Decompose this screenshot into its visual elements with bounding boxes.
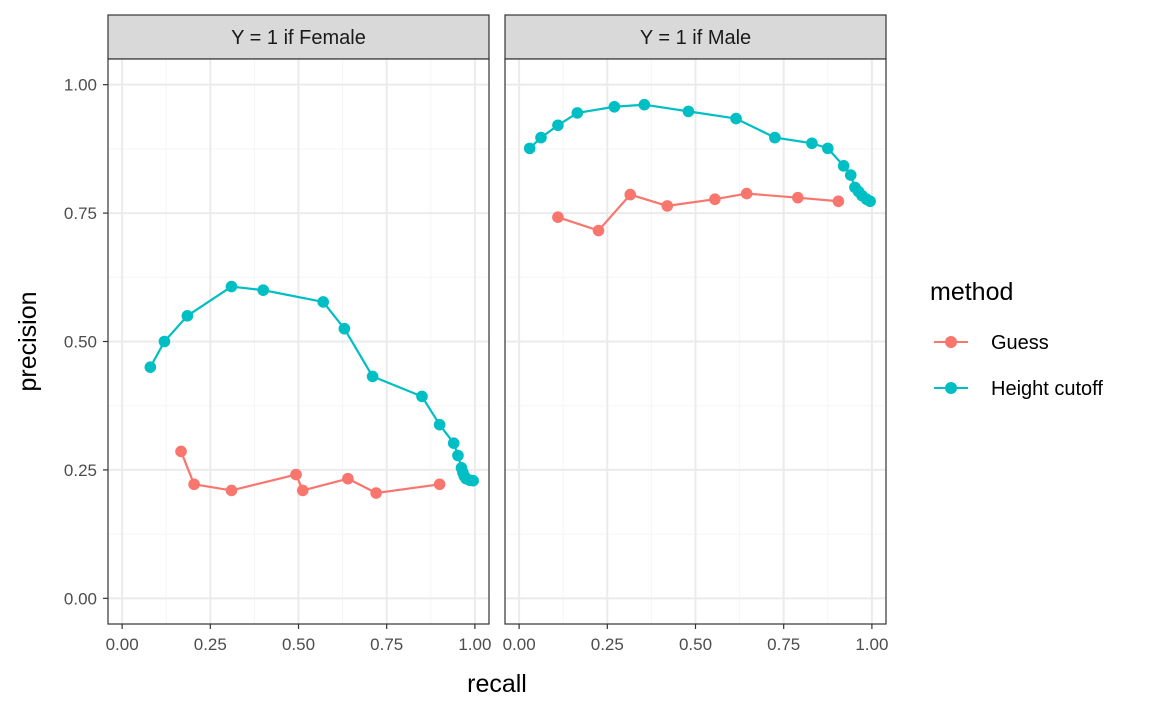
legend-key-point	[945, 382, 957, 394]
strip-background	[504, 14, 887, 60]
data-point	[682, 105, 695, 118]
series-line-guess	[557, 192, 839, 232]
data-point	[624, 188, 637, 201]
data-point	[290, 468, 302, 481]
data-point	[571, 107, 584, 119]
legend-label: Guess	[991, 332, 1049, 354]
data-point	[433, 478, 446, 491]
y-tick-label: 0.75	[64, 204, 97, 223]
y-tick-label: 0.00	[64, 589, 97, 608]
grid-lines	[505, 59, 886, 624]
data-point	[366, 370, 379, 383]
data-point	[370, 487, 382, 499]
x-tick-label: 0.25	[591, 635, 624, 654]
panel-female: Y = 1 if Female	[107, 14, 490, 625]
data-point	[523, 142, 536, 155]
data-point	[447, 437, 460, 450]
data-point	[806, 137, 818, 150]
y-tick-label: 0.50	[64, 333, 97, 352]
x-tick-label: 1.00	[855, 635, 888, 654]
y-tick-label: 1.00	[64, 76, 97, 95]
data-point	[730, 112, 742, 125]
legend: method Guess Height cutoff	[930, 278, 1103, 400]
legend-item-height-cutoff: Height cutoff	[934, 378, 1103, 400]
data-point	[175, 445, 187, 458]
series-layer	[523, 98, 876, 237]
x-tick-label: 0.75	[767, 635, 800, 654]
data-point	[296, 484, 309, 497]
series-layer	[144, 280, 479, 499]
x-axis-female: 0.00 0.25 0.50 0.75 1.00	[106, 624, 491, 654]
data-point	[552, 211, 564, 223]
x-axis-title: recall	[467, 670, 527, 698]
data-point	[709, 193, 721, 206]
y-tick-label: 0.25	[64, 461, 97, 480]
x-tick-label: 0.00	[503, 635, 536, 654]
strip-background	[107, 14, 490, 60]
data-point	[452, 449, 464, 462]
data-point	[638, 98, 651, 111]
y-axis-title: precision	[14, 291, 42, 391]
data-point	[317, 296, 329, 308]
data-point	[257, 284, 270, 296]
data-point	[158, 335, 171, 348]
legend-item-guess: Guess	[934, 332, 1049, 354]
data-point	[416, 390, 428, 403]
data-point	[608, 100, 621, 113]
legend-title: method	[930, 278, 1013, 306]
y-axis: 0.00 0.25 0.50 0.75 1.00	[64, 76, 108, 608]
legend-key-point	[945, 336, 957, 348]
data-point	[661, 200, 674, 212]
strip-label: Y = 1 if Female	[231, 27, 366, 49]
x-tick-label: 0.25	[194, 635, 227, 654]
data-point	[592, 224, 605, 237]
strip-label: Y = 1 if Male	[640, 27, 751, 49]
data-point	[792, 191, 804, 204]
x-tick-label: 0.50	[282, 635, 315, 654]
data-point	[188, 478, 200, 491]
data-point	[535, 131, 547, 144]
data-point	[821, 142, 834, 155]
x-tick-label: 1.00	[458, 635, 491, 654]
data-point	[832, 195, 845, 208]
data-point	[740, 187, 753, 200]
panel-male: Y = 1 if Male	[504, 14, 887, 625]
data-point	[844, 169, 857, 181]
data-point	[864, 195, 876, 208]
data-point	[769, 131, 781, 144]
data-point	[225, 280, 238, 293]
data-point	[467, 474, 479, 487]
data-point	[433, 418, 446, 431]
data-point	[144, 361, 157, 373]
data-point	[342, 472, 354, 485]
x-tick-label: 0.50	[679, 635, 712, 654]
x-tick-label: 0.75	[370, 635, 403, 654]
data-point	[181, 310, 194, 322]
data-point	[338, 322, 351, 335]
legend-label: Height cutoff	[991, 378, 1103, 400]
data-point	[552, 119, 564, 132]
data-point	[225, 484, 238, 497]
x-axis-male: 0.00 0.25 0.50 0.75 1.00	[503, 624, 888, 654]
x-tick-label: 0.00	[106, 635, 139, 654]
data-point	[837, 160, 850, 172]
